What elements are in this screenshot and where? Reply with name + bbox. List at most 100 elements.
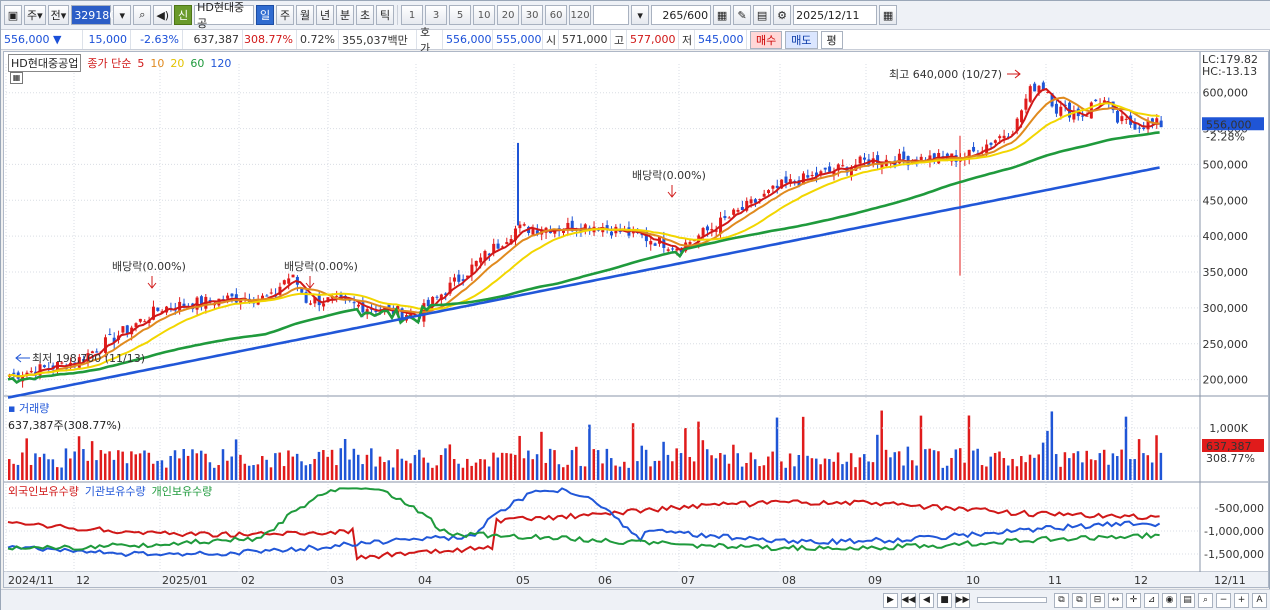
tab-week[interactable]: 주: [276, 5, 295, 25]
tab-minute[interactable]: 분: [336, 5, 355, 25]
stock-code-input[interactable]: 329180: [71, 5, 116, 25]
interval-1[interactable]: 1: [401, 5, 424, 25]
camera-icon[interactable]: ◉: [1162, 592, 1177, 608]
volume-bar: [531, 459, 534, 480]
volume-bar: [697, 421, 700, 480]
clipboard-icon[interactable]: ⧉: [1072, 592, 1087, 608]
rewind-icon[interactable]: ◀◀: [901, 592, 916, 608]
volume-bar: [522, 458, 526, 480]
volume-bar: [553, 450, 556, 480]
volume-bar: [767, 456, 770, 480]
count-value: 265: [662, 8, 684, 22]
tab-day[interactable]: 일: [256, 5, 275, 25]
candle-body: [880, 164, 884, 169]
interval-input[interactable]: [593, 5, 630, 25]
dropdown-button[interactable]: ▾: [113, 5, 132, 25]
volume-bar: [1137, 439, 1141, 480]
volume-bar: [34, 453, 37, 480]
search-button[interactable]: ⌕: [133, 5, 152, 25]
candle-body: [727, 217, 731, 219]
interval-3[interactable]: 3: [425, 5, 448, 25]
interval-20[interactable]: 20: [497, 5, 520, 25]
image-icon[interactable]: ▤: [1180, 592, 1195, 608]
capture-button[interactable]: ▤: [753, 5, 772, 25]
price-change: 15,000: [83, 30, 131, 49]
candle-body: [1054, 103, 1058, 114]
volume-bar: [509, 453, 513, 480]
chart-area[interactable]: 600,000550,000500,000450,000400,000350,0…: [3, 51, 1269, 588]
crosshair-icon[interactable]: ✛: [1126, 592, 1141, 608]
volume-bar: [95, 460, 98, 480]
chart-svg[interactable]: 600,000550,000500,000450,000400,000350,0…: [4, 52, 1268, 587]
table-toggle-icon[interactable]: ▦: [10, 72, 23, 84]
interval-5[interactable]: 5: [449, 5, 472, 25]
interval-120[interactable]: 120: [569, 5, 592, 25]
interval-60[interactable]: 60: [545, 5, 568, 25]
stock-name-field[interactable]: HD현대중공: [194, 1, 255, 30]
volume-bar: [396, 449, 399, 480]
volume-bar: [910, 460, 914, 480]
draw-tool-button[interactable]: ✎: [733, 5, 752, 25]
candle-body: [609, 231, 613, 236]
tab-year[interactable]: 년: [316, 5, 335, 25]
volume-bar: [614, 465, 617, 480]
play-icon[interactable]: ▶: [883, 592, 898, 608]
volume-bar: [300, 461, 303, 480]
volume-bar: [514, 454, 517, 480]
candle-body: [753, 199, 757, 203]
volume-bar: [932, 450, 936, 480]
ruler-icon[interactable]: ⊿: [1144, 592, 1159, 608]
stop-icon[interactable]: ■: [937, 592, 952, 608]
sound-button[interactable]: ◀): [153, 5, 173, 25]
volume-bar: [832, 461, 835, 480]
volume-bar: [631, 423, 635, 480]
minus-box-icon[interactable]: ⊟: [1090, 592, 1105, 608]
individual-holding-label: 개인보유수량: [151, 485, 213, 498]
candle-body: [156, 307, 160, 311]
fast-forward-icon[interactable]: ▶▶: [955, 592, 970, 608]
tab-month[interactable]: 월: [296, 5, 315, 25]
copy-icon[interactable]: ⧉: [1054, 592, 1069, 608]
price-tick-label: 200,000: [1203, 374, 1249, 387]
candle-body: [806, 175, 810, 178]
volume-bar: [431, 467, 434, 480]
volume-bar: [780, 461, 783, 480]
candle-body: [103, 337, 107, 353]
grid-tool-button[interactable]: ▦: [713, 5, 732, 25]
date-input[interactable]: 2025/12/11: [793, 5, 878, 25]
arrows-icon[interactable]: ↔: [1108, 592, 1123, 608]
volume-bar: [775, 417, 779, 480]
volume-bar: [1028, 454, 1032, 480]
count-input[interactable]: 265/600: [651, 5, 712, 25]
candle-body: [230, 293, 234, 297]
minus-icon[interactable]: −: [1216, 592, 1231, 608]
scroll-slider[interactable]: [977, 597, 1047, 603]
font-size-icon[interactable]: A: [1252, 592, 1267, 608]
calendar-button[interactable]: ▦: [879, 5, 898, 25]
period-select[interactable]: 주 ▾: [24, 5, 46, 25]
layout-icon[interactable]: ▣: [4, 5, 22, 25]
tab-second[interactable]: 초: [356, 5, 375, 25]
candle-body: [287, 278, 291, 284]
dropdown-button[interactable]: ▾: [631, 5, 650, 25]
interval-10[interactable]: 10: [473, 5, 496, 25]
prev-icon[interactable]: ◀: [919, 592, 934, 608]
ref-select[interactable]: 전 ▾: [47, 5, 70, 25]
buy-button[interactable]: 매수: [750, 30, 783, 49]
candle-body: [605, 225, 609, 230]
price-tick-label: 450,000: [1203, 194, 1249, 207]
interval-30[interactable]: 30: [521, 5, 544, 25]
zoom-icon[interactable]: ⌕: [1198, 592, 1213, 608]
candle-body: [1116, 110, 1120, 123]
new-button[interactable]: 신: [174, 5, 193, 25]
tab-tick[interactable]: 틱: [376, 5, 395, 25]
price-tick-label: 400,000: [1203, 230, 1249, 243]
sell-button[interactable]: 매도: [785, 30, 818, 49]
volume-tag-text: 637,387: [1206, 440, 1252, 453]
volume-bar: [1037, 454, 1040, 480]
plus-icon[interactable]: +: [1234, 592, 1249, 608]
volume-bar: [1006, 465, 1010, 480]
avg-button[interactable]: 평: [820, 30, 843, 49]
candle-body: [1085, 115, 1089, 117]
settings-button[interactable]: ⚙: [773, 5, 792, 25]
